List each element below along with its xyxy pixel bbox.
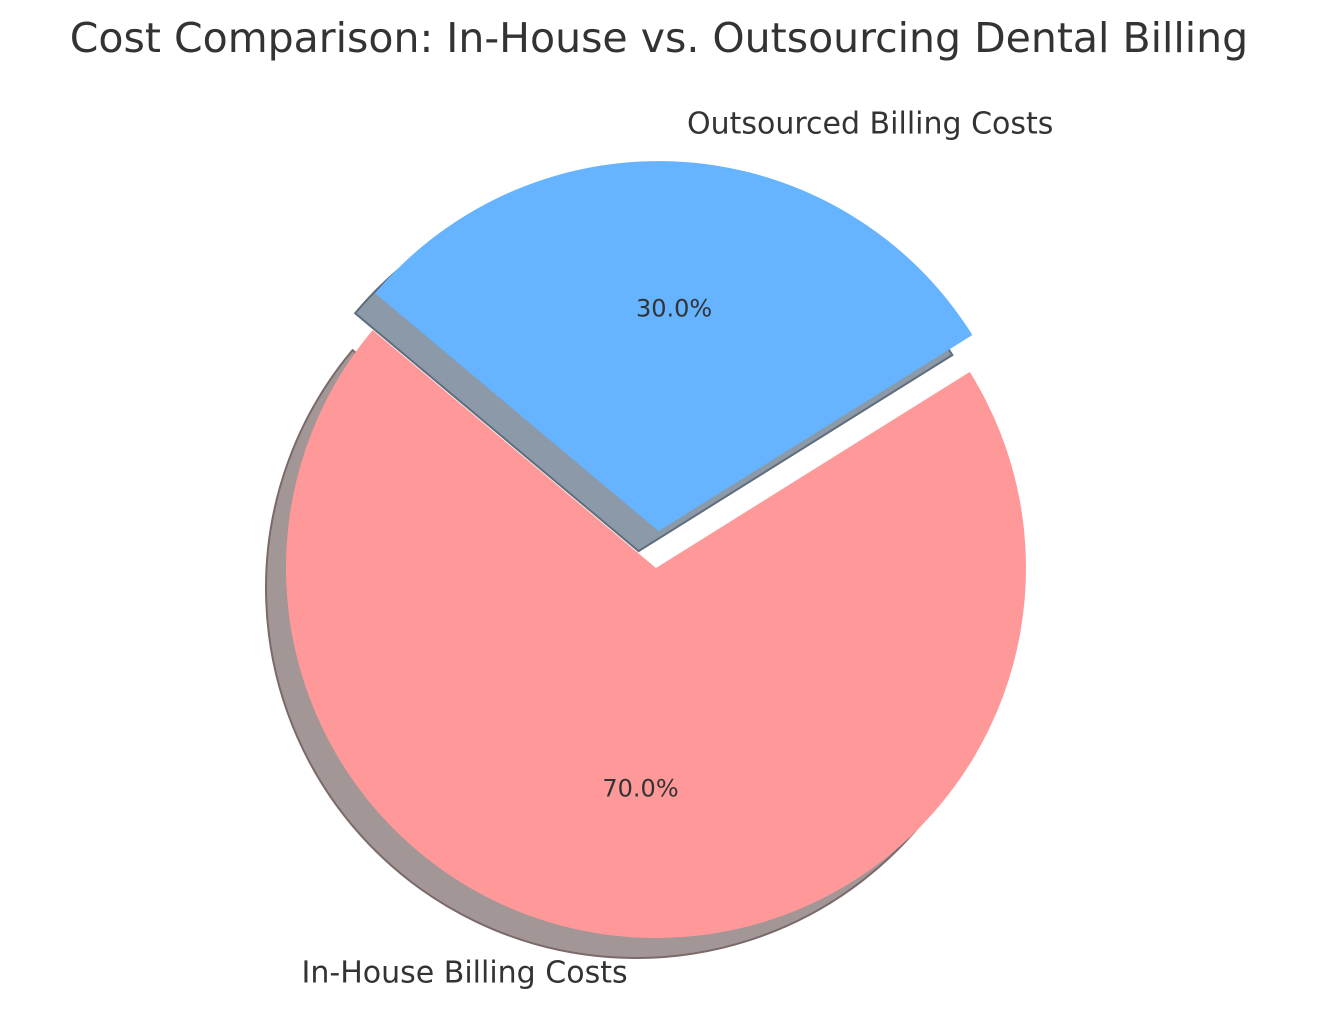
pie-slice-layer xyxy=(286,161,1027,938)
slice-label-outsourced-billing-costs: Outsourced Billing Costs xyxy=(687,107,1053,142)
percent-label-in-house-billing-costs: 70.0% xyxy=(602,774,678,802)
chart-title: Cost Comparison: In-House vs. Outsourcin… xyxy=(69,14,1249,62)
pie-slice-outsourced-billing-costs xyxy=(375,161,973,532)
percent-label-outsourced-billing-costs: 30.0% xyxy=(636,295,712,323)
slice-label-in-house-billing-costs: In-House Billing Costs xyxy=(302,956,628,991)
pie-slice-in-house-billing-costs xyxy=(286,330,1027,938)
pie-label-layer: In-House Billing Costs 70.0% Outsourced Bi… xyxy=(302,107,1054,991)
